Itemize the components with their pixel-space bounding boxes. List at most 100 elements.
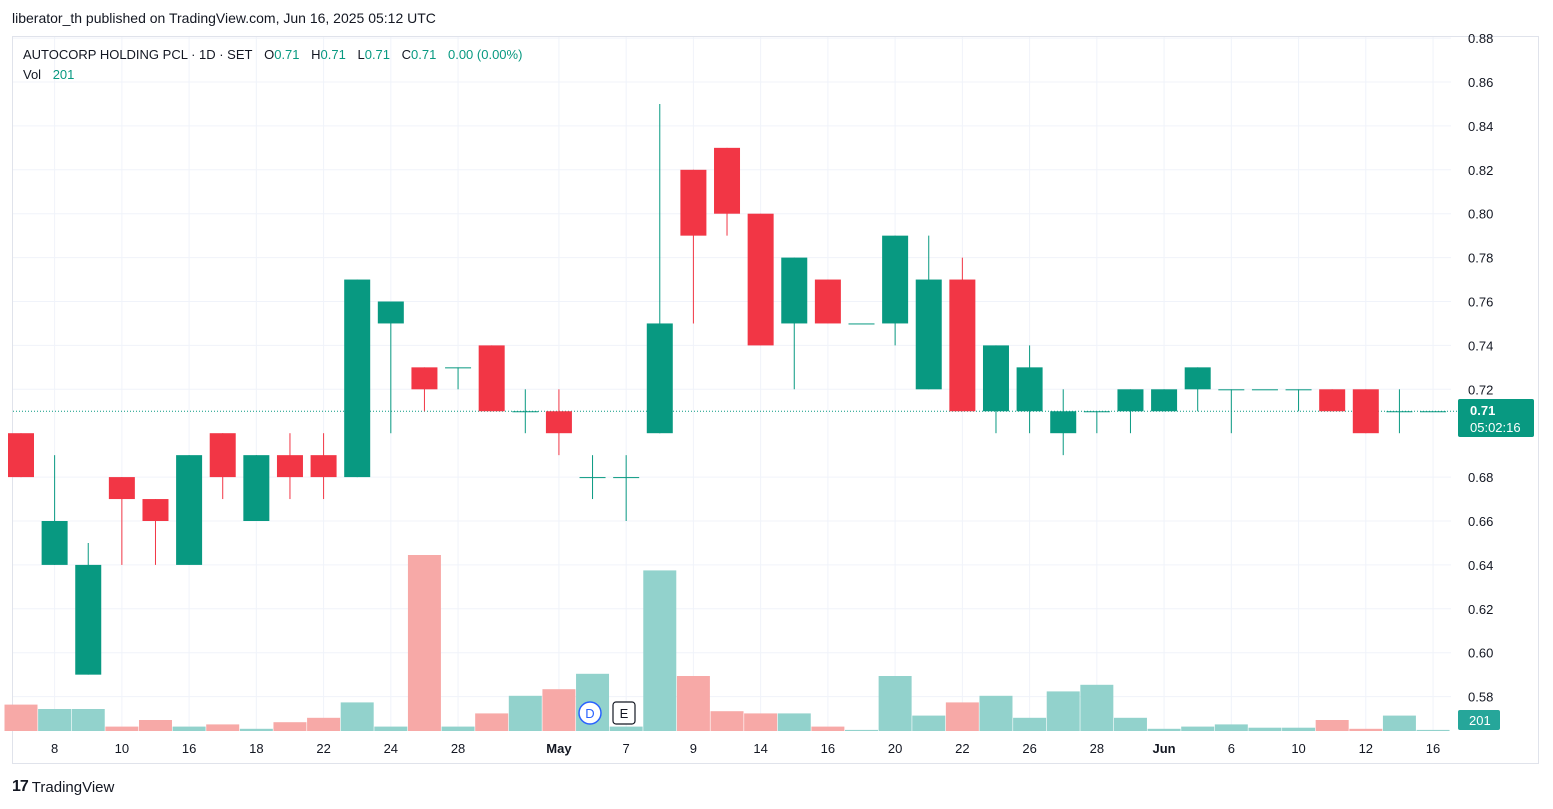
candle-body	[108, 477, 135, 500]
candle	[377, 301, 404, 434]
candle-body	[176, 455, 203, 565]
dividend-marker[interactable]	[578, 701, 602, 725]
candle-body	[915, 279, 942, 390]
candle	[209, 433, 236, 500]
candle-body	[276, 455, 303, 478]
y-tick-label: 0.74	[1468, 338, 1493, 353]
symbol-title[interactable]: AUTOCORP HOLDING PCL · 1D · SET	[23, 47, 253, 62]
change-value: 0.00 (0.00%)	[447, 47, 523, 62]
volume-bar	[508, 695, 542, 731]
candle-body	[1151, 389, 1178, 412]
volume-bar	[609, 726, 643, 731]
symbol-legend: AUTOCORP HOLDING PCL · 1D · SET O0.71 H0…	[23, 45, 522, 85]
candle-body	[344, 279, 371, 478]
x-tick-label: 7	[623, 741, 630, 756]
high-value: 0.71	[320, 47, 346, 62]
candle-body	[1352, 389, 1379, 434]
tradingview-logo-icon: 17	[12, 778, 29, 795]
candle	[1386, 389, 1413, 434]
candle-body	[1083, 411, 1110, 413]
x-tick-label: 28	[1090, 741, 1104, 756]
x-tick-label: 9	[690, 741, 697, 756]
candle	[276, 433, 303, 500]
volume-bar	[912, 715, 946, 731]
candle-body	[209, 433, 236, 478]
candle	[1352, 389, 1379, 434]
volume-bar	[1113, 717, 1147, 731]
x-tick-label: Jun	[1153, 741, 1176, 756]
volume-bar	[105, 726, 139, 731]
x-tick-label: 10	[1291, 741, 1305, 756]
y-tick-label: 0.58	[1468, 690, 1493, 705]
candle-body	[243, 455, 270, 521]
volume-bar	[878, 676, 912, 731]
x-tick-label: 8	[51, 741, 58, 756]
candle	[1251, 389, 1278, 391]
x-tick-label: 16	[1426, 741, 1440, 756]
volume-bar	[542, 689, 576, 731]
volume-bar	[71, 709, 105, 731]
chart-frame	[12, 36, 1539, 764]
candle	[1050, 389, 1077, 456]
volume-bar	[441, 726, 475, 731]
candle-body	[848, 323, 875, 325]
candle	[1117, 389, 1144, 434]
candle-body	[75, 564, 102, 675]
volume-bar	[374, 726, 408, 731]
y-tick-label: 0.60	[1468, 646, 1493, 661]
x-tick-label: 16	[821, 741, 835, 756]
candle-body	[1117, 389, 1144, 412]
last-price-value: 0.71	[1470, 403, 1495, 418]
candle	[108, 477, 135, 565]
volume-row: Vol 201	[23, 65, 522, 85]
candle-body	[310, 455, 337, 478]
candle	[1151, 389, 1178, 412]
candle	[512, 389, 539, 434]
x-tick-label: 18	[249, 741, 263, 756]
volume-label[interactable]: Vol	[23, 67, 42, 82]
tradingview-footer[interactable]: 17 TradingView	[12, 778, 114, 796]
volume-bar	[1046, 691, 1080, 731]
candle	[613, 455, 640, 521]
candle-body	[545, 411, 572, 434]
marker-layer: D E	[578, 701, 636, 725]
volume-bar	[1080, 684, 1114, 731]
x-tick-label: 10	[115, 741, 129, 756]
candle-body	[781, 257, 808, 324]
close-value: 0.71	[411, 47, 437, 62]
volume-bar	[777, 713, 811, 731]
earnings-marker[interactable]	[612, 701, 636, 725]
candle	[1420, 411, 1447, 413]
candle	[882, 235, 909, 346]
x-tick-label: 12	[1359, 741, 1373, 756]
volume-bar	[676, 676, 710, 731]
candle-body	[1184, 367, 1211, 390]
volume-badge	[1458, 710, 1500, 730]
candle-body	[1386, 411, 1413, 413]
y-tick-label: 0.68	[1468, 470, 1493, 485]
volume-bar	[710, 711, 744, 731]
x-tick-label: 26	[1022, 741, 1036, 756]
candle-body	[982, 345, 1009, 412]
candle-body	[8, 433, 34, 478]
low-label: L	[357, 47, 365, 62]
volume-bar	[172, 726, 206, 731]
candle-body	[714, 147, 741, 214]
volume-bar	[138, 720, 172, 731]
candle-layer	[8, 103, 1447, 675]
candle-body	[747, 213, 774, 346]
volume-bar	[811, 726, 845, 731]
candle	[781, 257, 808, 390]
low-value: 0.71	[364, 47, 391, 62]
candle-body	[377, 301, 404, 324]
earnings-marker-label: E	[620, 706, 629, 721]
y-tick-label: 0.80	[1468, 207, 1493, 222]
candle	[579, 455, 606, 500]
volume-bar	[1315, 720, 1349, 731]
candle	[310, 433, 337, 500]
y-tick-label: 0.72	[1468, 382, 1493, 397]
x-tick-label: 20	[888, 741, 902, 756]
volume-bar	[38, 709, 72, 731]
volume-bar	[239, 728, 273, 731]
